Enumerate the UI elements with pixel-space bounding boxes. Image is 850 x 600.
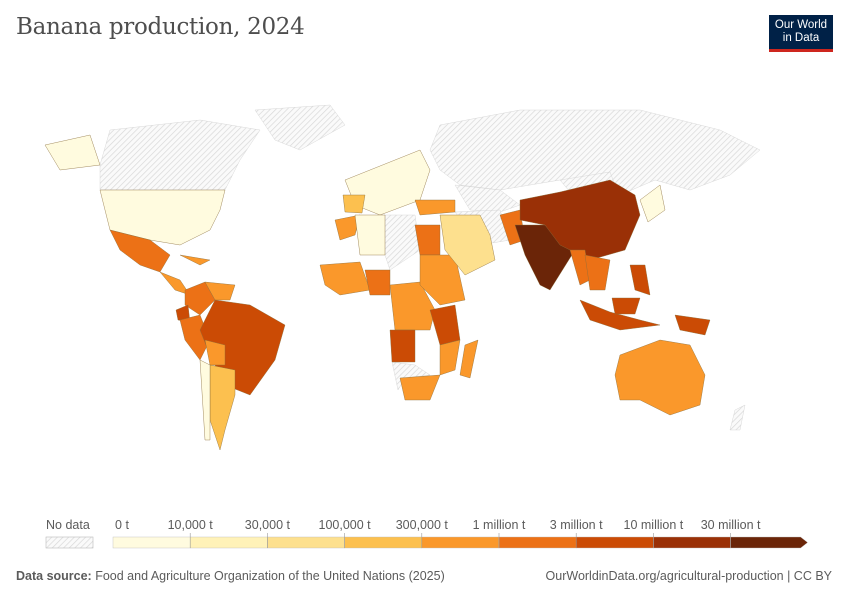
legend-tick-label: 100,000 t bbox=[318, 518, 371, 532]
legend-no-data-swatch bbox=[45, 536, 94, 549]
country-nodata-russia[interactable] bbox=[429, 109, 761, 196]
legend-tick-label: 0 t bbox=[115, 518, 129, 532]
country-morocco[interactable] bbox=[334, 214, 361, 241]
legend-tick-label: 30,000 t bbox=[244, 518, 290, 532]
country-madagascar[interactable] bbox=[459, 339, 479, 379]
data-source-text: Food and Agriculture Organization of the… bbox=[95, 569, 445, 583]
legend-no-data-label: No data bbox=[46, 518, 90, 532]
legend-bin-7[interactable] bbox=[653, 536, 731, 549]
country-algeria[interactable] bbox=[354, 214, 386, 256]
country-venezuela[interactable] bbox=[204, 281, 236, 301]
country-china[interactable] bbox=[519, 179, 641, 261]
country-nigeria[interactable] bbox=[364, 269, 391, 296]
legend-bin-8[interactable] bbox=[730, 536, 808, 549]
country-philippines[interactable] bbox=[629, 264, 651, 296]
country-south-africa[interactable] bbox=[399, 374, 441, 401]
legend-bin-3[interactable] bbox=[344, 536, 423, 549]
legend-tick-label: 30 million t bbox=[700, 518, 761, 532]
logo-line-2: in Data bbox=[782, 32, 820, 44]
country-west-africa[interactable] bbox=[319, 261, 371, 296]
country-australia[interactable] bbox=[614, 339, 706, 416]
country-nodata-greenland[interactable] bbox=[254, 104, 346, 151]
country-central-africa[interactable] bbox=[389, 281, 436, 331]
source-url-link[interactable]: OurWorldinData.org/agricultural-producti… bbox=[545, 569, 832, 583]
country-iberia[interactable] bbox=[342, 194, 366, 214]
country-colombia[interactable] bbox=[184, 281, 216, 316]
country-nodata-nz[interactable] bbox=[729, 404, 746, 431]
owid-logo[interactable]: Our World in Data bbox=[769, 15, 833, 52]
country-arabia[interactable] bbox=[439, 214, 496, 276]
legend-tick-label: 1 million t bbox=[472, 518, 526, 532]
country-chile[interactable] bbox=[199, 359, 211, 441]
legend-tick-label: 300,000 t bbox=[395, 518, 448, 532]
country-indochina[interactable] bbox=[584, 254, 611, 291]
country-argentina-paraguay[interactable] bbox=[209, 364, 236, 451]
country-alaska[interactable] bbox=[44, 134, 101, 171]
country-bolivia[interactable] bbox=[204, 339, 226, 366]
country-png[interactable] bbox=[674, 314, 711, 336]
country-turkey[interactable] bbox=[414, 199, 456, 216]
country-nodata-sahara[interactable] bbox=[384, 214, 421, 271]
country-japan[interactable] bbox=[639, 184, 666, 223]
legend-bin-4[interactable] bbox=[421, 536, 500, 549]
legend-tick-label: 10,000 t bbox=[167, 518, 213, 532]
chart-title: Banana production, 2024 bbox=[16, 14, 305, 40]
data-source-label: Data source: bbox=[16, 569, 92, 583]
country-caribbean[interactable] bbox=[179, 254, 211, 266]
country-angola[interactable] bbox=[389, 329, 416, 363]
logo-line-1: Our World bbox=[774, 19, 828, 31]
legend-tick-label: 3 million t bbox=[549, 518, 603, 532]
data-source: Data source: Food and Agriculture Organi… bbox=[16, 569, 445, 583]
legend-bin-1[interactable] bbox=[189, 536, 268, 549]
country-tanzania[interactable] bbox=[429, 304, 461, 346]
country-nodata-canada[interactable] bbox=[99, 119, 261, 191]
legend-bin-2[interactable] bbox=[267, 536, 345, 549]
country-nodata-central-asia[interactable] bbox=[454, 184, 521, 213]
country-indonesia[interactable] bbox=[579, 299, 661, 331]
legend-bin-0[interactable] bbox=[112, 536, 191, 549]
legend-tick-label: 10 million t bbox=[623, 518, 684, 532]
legend-bin-6[interactable] bbox=[576, 536, 654, 549]
country-mozambique[interactable] bbox=[439, 339, 461, 376]
country-borneo[interactable] bbox=[611, 297, 641, 315]
legend-bin-5[interactable] bbox=[498, 536, 577, 549]
